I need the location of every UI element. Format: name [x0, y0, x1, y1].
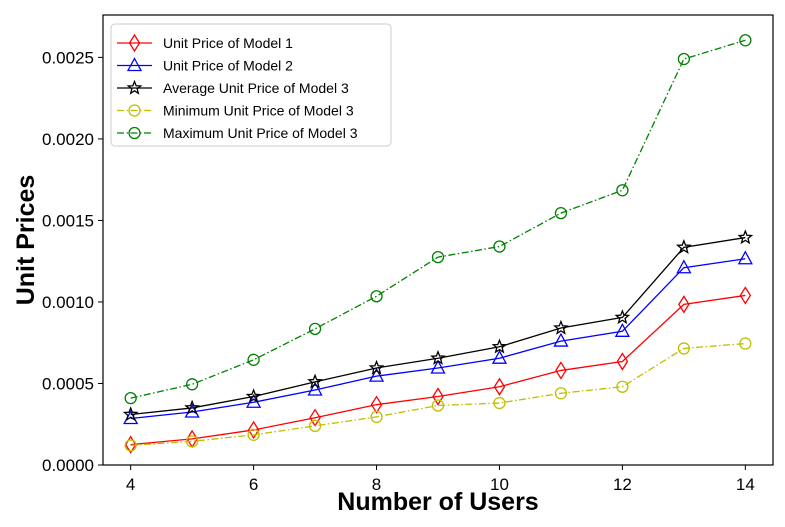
series-4 [124, 337, 752, 452]
data-point-circle [739, 337, 752, 350]
y-tick-label: 0.0020 [42, 130, 94, 149]
data-point-circle [124, 439, 137, 452]
data-point-diamond [247, 420, 260, 440]
data-point-star [553, 319, 569, 335]
x-tick-label: 8 [372, 475, 381, 494]
x-tick-label: 10 [490, 475, 509, 494]
data-point-circle [185, 378, 199, 391]
data-point-triangle [614, 322, 630, 337]
data-point-diamond [616, 352, 629, 371]
legend-marker-diamond [128, 33, 141, 53]
data-point-circle [247, 353, 260, 366]
data-point-circle [185, 435, 199, 448]
y-tick-label: 0.0005 [42, 374, 94, 393]
legend: Unit Price of Model 1 Unit Price of Model… [110, 23, 392, 147]
data-point-circle [493, 396, 506, 410]
data-point-circle [554, 206, 568, 220]
data-point-circle [739, 34, 752, 47]
data-point-star [675, 239, 692, 255]
legend-label: Unit Price of Model 2 [163, 58, 293, 74]
data-point-circle [493, 240, 506, 253]
data-point-circle [247, 428, 260, 441]
data-point-circle [616, 380, 629, 393]
data-point-diamond [555, 361, 567, 380]
data-point-circle [308, 322, 322, 336]
y-tick-label: 0.0000 [42, 456, 94, 475]
y-tick-label: 0.0015 [42, 211, 94, 230]
series-layer [122, 34, 754, 454]
data-point-circle [677, 52, 691, 66]
series-5 [124, 34, 752, 405]
data-point-diamond [678, 295, 690, 314]
data-point-diamond [432, 387, 444, 406]
data-point-star [614, 309, 631, 325]
x-axis-label: Number of Users [337, 488, 538, 516]
data-point-star [122, 406, 139, 422]
series-line [130, 258, 746, 420]
y-tick-label: 0.0010 [42, 293, 94, 312]
data-point-star [491, 338, 508, 354]
legend-label: Maximum Unit Price of Model 3 [163, 125, 358, 141]
data-point-diamond [739, 286, 752, 305]
legend-marker-star [126, 79, 143, 95]
x-tick-label: 4 [126, 475, 135, 494]
legend-marker-circle [128, 126, 141, 140]
data-point-diamond [493, 377, 506, 396]
legend-label: Minimum Unit Price of Model 3 [163, 103, 354, 119]
y-axis: 0.0000 0.0005 0.0010 0.0015 0.0020 0.0025 [42, 48, 103, 475]
data-point-diamond [124, 435, 137, 454]
legend-label: Average Unit Price of Model 3 [163, 80, 349, 96]
data-point-triangle [553, 332, 569, 347]
y-axis-label: Unit Prices [12, 175, 40, 306]
data-point-star [245, 388, 262, 404]
data-point-circle [616, 184, 629, 197]
data-point-triangle [430, 359, 446, 374]
data-point-circle [370, 410, 383, 424]
series-line [130, 294, 746, 446]
data-point-triangle [737, 250, 753, 265]
data-point-star [184, 399, 201, 415]
legend-marker-circle [128, 104, 141, 117]
data-point-triangle [368, 367, 385, 382]
series-line [130, 39, 746, 399]
series-line [130, 236, 746, 416]
data-point-circle [431, 399, 445, 412]
data-point-circle [554, 387, 568, 400]
x-tick-label: 14 [736, 475, 755, 494]
data-point-circle [677, 342, 691, 355]
series-3 [122, 229, 754, 422]
data-point-star [368, 359, 385, 375]
x-tick-label: 6 [249, 475, 258, 494]
legend-label: Unit Price of Model 1 [163, 35, 293, 51]
data-point-circle [370, 290, 383, 303]
x-axis: 4 6 8 10 12 14 [126, 465, 755, 494]
data-point-triangle [307, 381, 323, 396]
legend-box [110, 23, 392, 147]
plot-frame [102, 14, 774, 466]
series-line [130, 342, 746, 447]
legend-marker-triangle [126, 57, 143, 72]
data-point-circle [431, 250, 445, 264]
y-tick-label: 0.0025 [42, 48, 94, 67]
data-point-triangle [676, 259, 692, 274]
data-point-circle [308, 419, 322, 433]
data-point-star [737, 229, 754, 245]
data-point-diamond [370, 395, 383, 414]
series-1 [124, 286, 752, 454]
data-point-star [307, 373, 323, 389]
data-point-triangle [491, 349, 508, 364]
x-tick-label: 12 [613, 475, 632, 494]
data-point-star [430, 349, 446, 365]
data-point-circle [124, 392, 137, 405]
